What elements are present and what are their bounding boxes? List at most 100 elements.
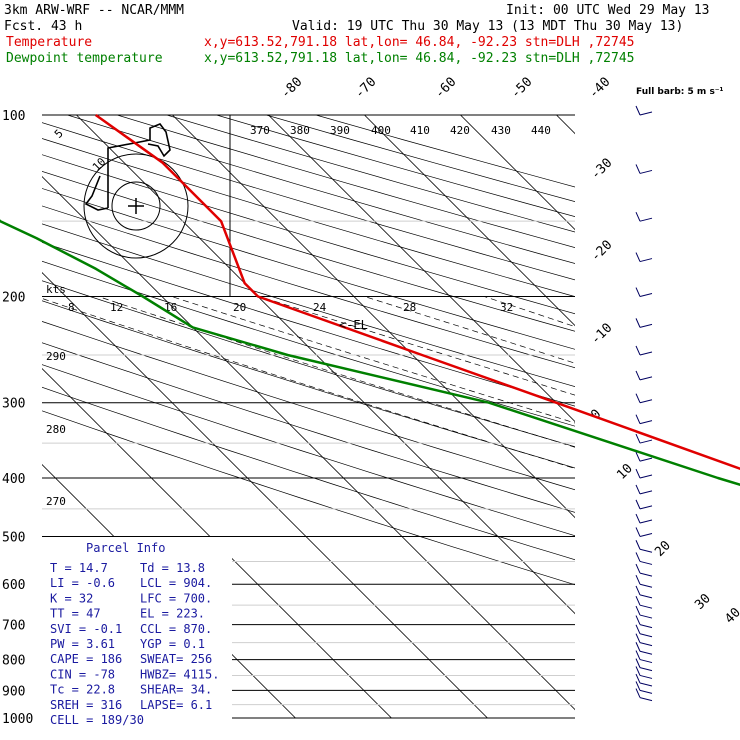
wind-barb [635,633,653,647]
temperature-location: x,y=613.52,791.18 lat,lon= 46.84, -92.23… [204,35,634,50]
isotherm [76,115,575,615]
wind-barb [635,252,653,263]
parcel-info-title: Parcel Info [86,541,165,555]
parcel-info-box: Parcel Info T = 14.7 Td = 13.8 LI = -0.6 LC… [42,537,232,729]
parcel-param-left: SVI = -0.1 [50,622,122,636]
wind-barb [635,468,653,479]
parcel-param-right: SWEAT= 256 [140,652,212,666]
sounding-traces: <-EL<-LFC<-CCL<-LCL [0,113,740,487]
hodo-axis-label: 24 [313,301,327,314]
isotherm [42,271,488,718]
pressure-label-700: 700 [2,619,25,634]
isotherm-label: -50 [508,75,535,102]
wind-barb [635,585,653,599]
dry-adiabat [266,115,575,203]
parcel-param-left: SREH = 316 [50,698,122,712]
moist-adiabat [364,296,575,364]
wind-barb [635,624,653,638]
isotherm-label: -80 [278,75,305,102]
isotherm-label: 30 [692,591,714,613]
wind-barb [635,595,653,609]
parcel-param-right: LCL = 904. [140,576,212,590]
parcel-param-right: LAPSE= 6.1 [140,698,212,712]
wind-barb [635,513,653,524]
parcel-param-right: EL = 223. [140,607,205,621]
wind-barb [635,666,653,679]
hodograph-trace [84,123,171,211]
isotherm-label: -20 [588,238,615,265]
dewpoint-location: x,y=613.52,791.18 lat,lon= 46.84, -92.23… [204,51,634,66]
parcel-param-right: CCL = 870. [140,622,212,636]
isotherm [460,115,575,231]
isotherm-label: -60 [432,75,459,102]
theta-label: 380 [290,124,310,137]
pressure-label-1000: 1000 [2,712,33,727]
wind-barb [635,433,653,444]
parcel-param-right: YGP = 0.1 [140,637,205,651]
parcel-param-right: SHEAR= 34. [140,683,212,697]
thermo-grid: 100200300400500600700800900100023581220 [2,109,740,727]
wind-barb [635,681,653,694]
dewpoint-legend: Dewpoint temperature [6,51,163,66]
wind-barb [635,658,653,672]
wind-barb [635,345,653,356]
wind-barb [635,164,653,174]
dry-adiabat [42,410,575,586]
wind-barb [635,484,653,495]
wind-barb [635,370,653,381]
isotherm [172,115,575,519]
parcel-param-right: LFC = 700. [140,591,212,605]
wind-barb [635,563,653,577]
valid-time: Valid: 19 UTC Thu 30 May 13 (13 MDT Thu … [292,19,683,34]
isotherm [268,115,575,423]
parcel-param-left: CIN = -78 [50,667,115,681]
moist-adiabat [606,297,740,719]
wind-barb [635,615,653,629]
theta-label: 440 [531,124,551,137]
wind-barb [635,527,653,537]
forecast-hour: Fcst. 43 h [4,19,82,34]
theta-label: 400 [371,124,391,137]
theta-label: 290 [46,350,66,363]
init-time: Init: 00 UTC Wed 29 May 13 [506,3,710,18]
parcel-param-left: PW = 3.61 [50,637,115,651]
wind-barb [635,211,653,222]
wind-barb [635,499,653,510]
moist-adiabat [259,296,575,396]
parcel-param-right: HWBZ= 4115. [140,667,219,681]
hodograph-ring [111,181,161,231]
header: 3km ARW-WRF -- NCAR/MMM Init: 00 UTC Wed… [4,3,710,66]
dry-adiabat [42,223,575,388]
wind-barb [635,287,653,298]
parcel-param-left: CELL = 189/30 [50,713,144,727]
isotherm [42,367,392,718]
hodo-axis-label: 8 [68,301,75,314]
wind-barb [635,318,653,328]
wind-barbs [635,105,653,702]
wind-barb [635,575,653,588]
temperature-legend: Temperature [6,35,92,50]
wind-barb [635,642,653,655]
hodo-axis-label: 32 [500,301,513,314]
dewpoint-trace [0,219,740,487]
wind-barb [635,451,653,462]
wind-barb [635,688,653,702]
isotherm-label: -10 [588,321,615,348]
parcel-param-left: K = 32 [50,591,93,605]
wind-barb [635,552,653,565]
parcel-info-rows: T = 14.7 Td = 13.8 LI = -0.6 LCL = 904. K = … [50,561,219,727]
wind-barb [635,105,653,116]
isotherm-label: -40 [586,75,613,102]
hodo-units-label: kts [46,283,66,296]
temperature-trace [94,113,740,471]
moist-adiabat [484,296,575,328]
barb-legend-label: Full barb: 5 m s⁻¹ [636,87,724,97]
dry-adiabat [315,115,575,188]
isotherm-label: 20 [652,538,674,560]
theta-label: 370 [250,124,270,137]
theta-label: 420 [450,124,470,137]
hodo-ring-label-5: 5 [52,127,66,141]
parcel-param-left: LI = -0.6 [50,576,115,590]
dry-adiabat [42,280,575,448]
parcel-param-left: TT = 47 [50,607,101,621]
